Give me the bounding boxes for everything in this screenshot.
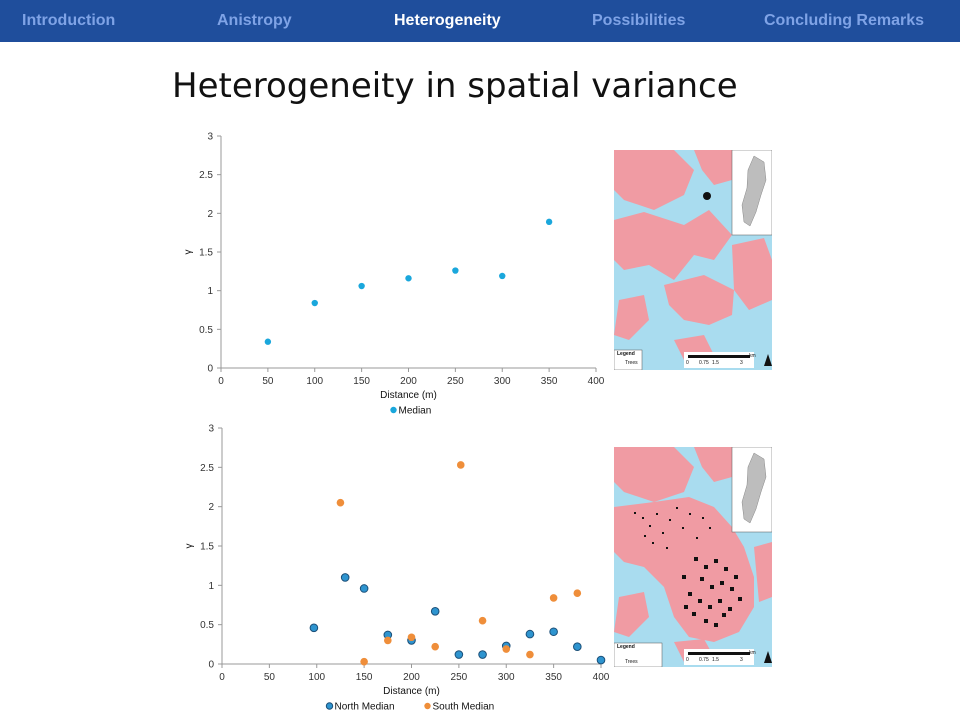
nav-tab-concluding-remarks[interactable]: Concluding Remarks — [764, 12, 925, 29]
point-median — [545, 218, 553, 226]
map-bottom-legend-text: Trees — [625, 659, 638, 665]
legend-marker — [325, 702, 334, 710]
legend-marker — [390, 406, 397, 414]
x-tick-label: 300 — [498, 672, 515, 683]
y-tick-label: 1.5 — [200, 542, 214, 553]
y-tick-label: 1.5 — [199, 248, 213, 259]
map-bottom-scale-unit: km — [749, 650, 756, 656]
y-tick-label: 2 — [207, 209, 213, 220]
x-tick-label: 150 — [353, 376, 370, 387]
y-tick-label: 2 — [208, 502, 214, 513]
point-south-median — [336, 498, 345, 507]
y-tick-label: 0.5 — [200, 620, 214, 631]
map-bottom-legend-title: Legend — [617, 644, 635, 650]
x-tick-label: 200 — [403, 672, 420, 683]
point-south-median — [431, 642, 439, 651]
x-axis-title: Distance (m) — [383, 686, 440, 697]
map-top-scale-0: 0 — [686, 360, 689, 366]
map-bottom-scale-2: 1.5 — [712, 657, 719, 663]
point-south-median — [502, 645, 511, 653]
point-south-median — [360, 657, 368, 666]
y-tick-label: 2.5 — [199, 170, 213, 181]
map-top-legend-text: Trees — [625, 360, 638, 366]
y-tick-label: 1 — [208, 581, 214, 592]
legend-label: Median — [399, 406, 432, 417]
map-image-top — [614, 150, 772, 370]
map-top-scale-2: 1.5 — [712, 360, 719, 366]
y-tick-label: 3 — [207, 132, 213, 143]
nav-tab-heterogeneity[interactable]: Heterogeneity — [394, 12, 501, 29]
y-axis-title: γ — [184, 544, 195, 549]
x-tick-label: 0 — [219, 672, 225, 683]
y-tick-label: 0 — [208, 660, 214, 671]
map-image-bottom — [614, 447, 772, 667]
point-north-median — [309, 623, 319, 633]
map-top-scale-3: 3 — [740, 360, 743, 366]
point-north-median — [549, 627, 558, 637]
map-bottom-scale-1: 0.75 — [699, 657, 709, 663]
x-tick-label: 50 — [264, 672, 276, 683]
x-tick-label: 100 — [308, 672, 325, 683]
point-south-median — [549, 594, 558, 602]
point-south-median — [456, 461, 465, 469]
y-tick-label: 2.5 — [200, 463, 214, 474]
point-median — [405, 275, 412, 282]
point-south-median — [573, 589, 582, 597]
x-axis-title: Distance (m) — [380, 390, 437, 401]
nav-tab-possibilities[interactable]: Possibilities — [592, 12, 686, 29]
map-top-legend-title: Legend — [617, 351, 635, 357]
slide-title: Heterogeneity in spatial variance — [172, 66, 738, 106]
x-tick-label: 250 — [451, 672, 468, 683]
point-median — [358, 282, 365, 290]
point-north-median — [340, 573, 350, 582]
y-tick-label: 3 — [208, 424, 214, 435]
point-north-median — [573, 642, 582, 651]
point-north-median — [359, 584, 369, 593]
point-north-median — [525, 629, 535, 639]
nav-tab-anistropy[interactable]: Anistropy — [217, 12, 292, 29]
x-tick-label: 300 — [494, 376, 511, 387]
legend-marker — [424, 702, 431, 710]
legend-label: South Median — [433, 702, 495, 713]
point-median — [452, 267, 459, 274]
x-tick-label: 350 — [541, 376, 558, 387]
y-tick-label: 0 — [207, 364, 213, 375]
x-tick-label: 50 — [262, 376, 274, 387]
nav-tab-introduction[interactable]: Introduction — [22, 12, 116, 29]
x-tick-label: 400 — [593, 672, 610, 683]
point-north-median — [596, 655, 606, 665]
x-tick-label: 100 — [306, 376, 323, 387]
y-tick-label: 1 — [207, 286, 213, 297]
y-axis-title: γ — [183, 250, 194, 255]
point-north-median — [430, 606, 440, 616]
point-median — [311, 299, 318, 307]
legend-label: North Median — [335, 702, 395, 713]
map-bottom-scale-3: 3 — [740, 657, 743, 663]
point-south-median — [407, 633, 416, 642]
top-navigation-bar: Introduction Anistropy Heterogeneity Pos… — [0, 0, 960, 42]
point-south-median — [384, 636, 392, 645]
x-tick-label: 250 — [447, 376, 464, 387]
point-median — [499, 272, 506, 280]
map-top-scale-1: 0.75 — [699, 360, 709, 366]
point-north-median — [478, 650, 487, 659]
x-tick-label: 0 — [218, 376, 224, 387]
point-south-median — [526, 650, 534, 659]
x-tick-label: 200 — [400, 376, 417, 387]
x-tick-label: 150 — [356, 672, 373, 683]
x-tick-label: 400 — [588, 376, 605, 387]
point-north-median — [454, 650, 464, 659]
y-tick-label: 0.5 — [199, 325, 213, 336]
map-bottom-scale-0: 0 — [686, 657, 689, 663]
map-top-scale-unit: km — [749, 353, 756, 359]
point-south-median — [478, 616, 487, 625]
point-median — [264, 338, 272, 345]
x-tick-label: 350 — [545, 672, 562, 683]
